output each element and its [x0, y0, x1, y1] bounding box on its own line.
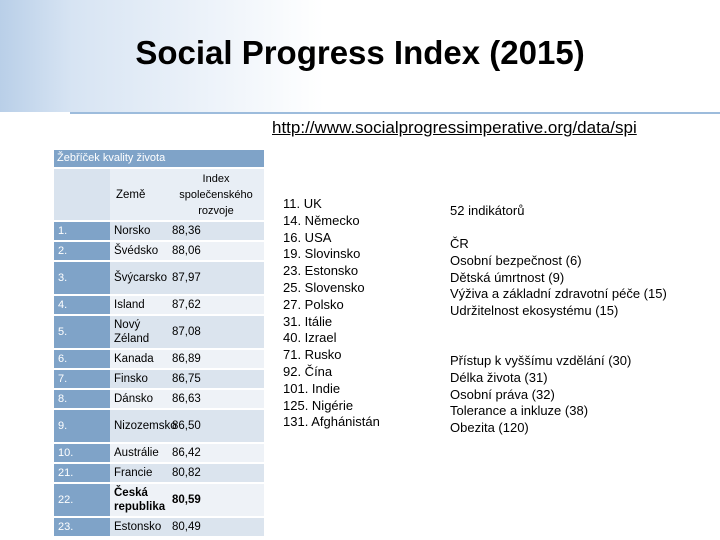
cell-index: 86,50	[172, 420, 201, 432]
ranking-list-item: 16. USA	[283, 229, 332, 245]
table-row: 10. Austrálie 86,42	[54, 442, 264, 462]
cell-country: Švýcarsko	[114, 272, 168, 284]
header-rank-cell	[54, 169, 110, 220]
cell-index: 80,49	[172, 521, 201, 533]
cell-country: Austrálie	[114, 447, 159, 459]
cell-country: Norsko	[114, 225, 151, 237]
cell-country: Island	[114, 299, 145, 311]
cell-rank: 2.	[54, 242, 110, 260]
cell-rank: 1.	[54, 222, 110, 240]
table-row: 1. Norsko 88,36	[54, 220, 264, 240]
country-ranking-list: 11. UK 14. Německo 16. USA 19. Slovinsko 23.…	[283, 196, 380, 431]
cell-rank: 22.	[54, 484, 110, 516]
ranking-list-item: 125. Nigérie	[283, 397, 354, 413]
title-band	[0, 0, 720, 112]
cell-index: 80,82	[172, 467, 201, 479]
ranking-list-item: 25. Slovensko	[283, 279, 365, 295]
cr-strength-item: Výživa a základní zdravotní péče (15)	[450, 286, 667, 302]
cell-index: 86,63	[172, 393, 201, 405]
table-row: 8. Dánsko 86,63	[54, 388, 264, 408]
table-row: 6. Kanada 86,89	[54, 348, 264, 368]
cell-index: 87,62	[172, 299, 201, 311]
header-country: Země	[110, 169, 168, 220]
ranking-list-item: 14. Německo	[283, 212, 360, 228]
table-row: 22. Česká republika 80,59	[54, 482, 264, 516]
table-row: 9. Nizozemsko 86,50	[54, 408, 264, 442]
cell-country: Estonsko	[114, 521, 162, 533]
ranking-list-item: 101. Indie	[283, 380, 341, 396]
ranking-list-item: 31. Itálie	[283, 313, 333, 329]
cell-index: 80,59	[172, 494, 201, 506]
cell-country: Francie	[114, 467, 153, 479]
divider	[70, 112, 720, 114]
cell-index: 86,75	[172, 373, 201, 385]
cell-country: Česká republika	[114, 487, 166, 513]
cell-rank: 8.	[54, 390, 110, 408]
cell-index: 88,36	[172, 225, 201, 237]
cr-weakness-item: Obezita (120)	[450, 420, 529, 436]
cell-rank: 3.	[54, 262, 110, 294]
cr-weakness-item: Přístup k vyššímu vzdělání (30)	[450, 353, 632, 368]
table-row: 3. Švýcarsko 87,97	[54, 260, 264, 294]
header-index: Index společenského rozvoje	[168, 169, 264, 220]
ranking-list-item: 27. Polsko	[283, 296, 344, 312]
cell-country: Nizozemsko	[114, 420, 177, 432]
cell-index: 86,42	[172, 447, 201, 459]
cr-weakness-item: Délka života (31)	[450, 369, 548, 385]
cell-rank: 9.	[54, 410, 110, 442]
cr-strength-item: ČR	[450, 236, 469, 251]
cell-rank: 21.	[54, 464, 110, 482]
cr-weaknesses-list: Přístup k vyššímu vzdělání (30) Délka živ…	[450, 353, 631, 437]
ranking-table: Země Index společenského rozvoje 1. Norsk…	[54, 169, 264, 536]
cell-country: Švédsko	[114, 245, 159, 257]
ranking-list-item: 92. Čína	[283, 363, 333, 379]
cr-weakness-item: Tolerance a inkluze (38)	[450, 403, 589, 419]
cr-strength-item: Osobní bezpečnost (6)	[450, 252, 582, 268]
table-row: 7. Finsko 86,75	[54, 368, 264, 388]
cr-strengths-list: ČR Osobní bezpečnost (6) Dětská úmrtnost (…	[450, 236, 667, 320]
ranking-list-item: 40. Izrael	[283, 330, 337, 346]
cell-rank: 5.	[54, 316, 110, 348]
table-header: Země Index společenského rozvoje	[54, 169, 264, 220]
cell-country: Dánsko	[114, 393, 153, 405]
cell-country: Finsko	[114, 373, 148, 385]
cell-rank: 10.	[54, 444, 110, 462]
slide-title: Social Progress Index (2015)	[135, 34, 585, 71]
cr-weakness-item: Osobní práva (32)	[450, 386, 555, 402]
table-caption: Žebříček kvality života	[54, 150, 264, 167]
cell-rank: 4.	[54, 296, 110, 314]
cell-rank: 6.	[54, 350, 110, 368]
ranking-list-item: 131. Afghánistán	[283, 414, 380, 430]
source-link[interactable]: http://www.socialprogressimperative.org/…	[272, 118, 637, 137]
ranking-list-item: 19. Slovinsko	[283, 246, 361, 262]
cell-rank: 7.	[54, 370, 110, 388]
cell-index: 88,06	[172, 245, 201, 257]
cell-country: Nový Zéland	[114, 319, 150, 345]
table-row: 21. Francie 80,82	[54, 462, 264, 482]
cr-strength-item: Udržitelnost ekosystému (15)	[450, 303, 619, 319]
cr-strength-item: Dětská úmrtnost (9)	[450, 269, 565, 285]
cell-country: Kanada	[114, 353, 154, 365]
cell-index: 87,08	[172, 326, 201, 338]
ranking-list-item: 71. Rusko	[283, 347, 342, 363]
table-row: 2. Švédsko 88,06	[54, 240, 264, 260]
table-row: 23. Estonsko 80,49	[54, 516, 264, 536]
indicator-count: 52 indikátorů	[450, 203, 525, 218]
ranking-list-item: 23. Estonsko	[283, 263, 359, 279]
table-row: 5. Nový Zéland 87,08	[54, 314, 264, 348]
cell-index: 86,89	[172, 353, 201, 365]
cell-index: 87,97	[172, 272, 201, 284]
cell-rank: 23.	[54, 518, 110, 536]
ranking-list-item: 11. UK	[283, 196, 322, 211]
table-row: 4. Island 87,62	[54, 294, 264, 314]
